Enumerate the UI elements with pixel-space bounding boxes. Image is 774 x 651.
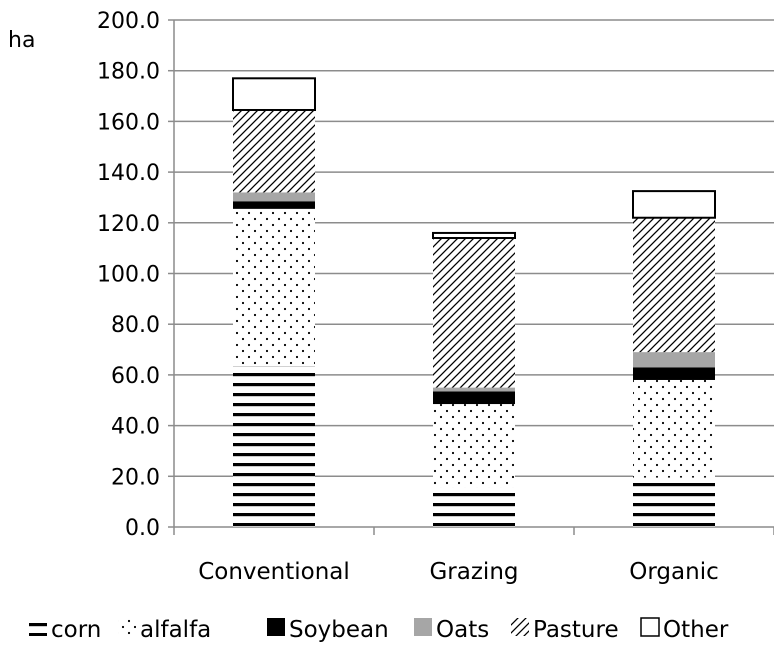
y-tick-label: 60.0 [111, 364, 160, 389]
legend-label: Pasture [533, 617, 619, 643]
legend-swatch [511, 618, 529, 636]
bars [232, 77, 716, 527]
legend-label: alfalfa [140, 617, 211, 643]
y-tick-label: 180.0 [97, 60, 160, 85]
bar-segment-corn-organic [633, 477, 715, 527]
legend-swatch [640, 617, 660, 637]
y-tick-label: 140.0 [97, 161, 160, 186]
x-category-label: Grazing [429, 559, 518, 585]
x-category-label: Organic [629, 559, 718, 585]
bar-segment-oats-organic [633, 352, 715, 368]
legend-item-alfalfa: alfalfa [118, 617, 211, 643]
y-tick-label: 80.0 [111, 313, 160, 338]
bar-segment-alfalfa-organic [633, 379, 715, 478]
legend-item-pasture: Pasture [511, 617, 619, 643]
legend-label: Soybean [289, 617, 389, 643]
legend: corn alfalfa Soybean Oats Pasture Other [29, 617, 729, 643]
bar-segment-oats-conventional [233, 192, 315, 202]
y-tick-label: 120.0 [97, 212, 160, 237]
bar-segment-other-grazing [432, 231, 516, 240]
bar-segment-soybean-organic [633, 367, 715, 380]
y-tick-label: 40.0 [111, 415, 160, 440]
bar-segment-pasture-conventional [233, 109, 315, 193]
legend-swatch [267, 618, 285, 636]
axis-labels: 0.0 20.0 40.0 60.0 80.0 100.0 120.0 140.0 160.0 1… [8, 9, 719, 585]
y-tick-label: 200.0 [97, 9, 160, 34]
bar-segment-alfalfa-grazing [433, 404, 515, 488]
legend-swatch [118, 618, 136, 636]
legend-item-other: Other [640, 617, 729, 643]
legend-item-soybean: Soybean [267, 617, 389, 643]
bar-segment-other-organic [632, 190, 716, 219]
bar-segment-pasture-grazing [433, 238, 515, 388]
y-axis-unit-label: ha [8, 28, 35, 53]
bar-segment-oats-grazing [433, 387, 515, 392]
y-tick-label: 160.0 [97, 110, 160, 135]
legend-item-oats: Oats [414, 617, 489, 643]
legend-swatch [29, 618, 47, 636]
bar-segment-pasture-organic [633, 217, 715, 353]
legend-label: corn [51, 617, 101, 643]
legend-label: Oats [436, 617, 489, 643]
bar-segment-soybean-conventional [233, 201, 315, 209]
legend-label: Other [663, 617, 729, 643]
legend-item-corn: corn [29, 617, 101, 643]
legend-swatch [414, 618, 432, 636]
x-category-label: Conventional [198, 559, 350, 585]
bar-segment-other-conventional [232, 77, 316, 111]
bar-segment-corn-conventional [233, 366, 315, 527]
y-tick-label: 20.0 [111, 465, 160, 490]
y-tick-label: 100.0 [97, 263, 160, 288]
y-tick-label: 0.0 [125, 516, 160, 541]
bar-segment-alfalfa-conventional [233, 208, 315, 367]
bar-segment-corn-grazing [433, 487, 515, 527]
bar-segment-soybean-grazing [433, 391, 515, 405]
